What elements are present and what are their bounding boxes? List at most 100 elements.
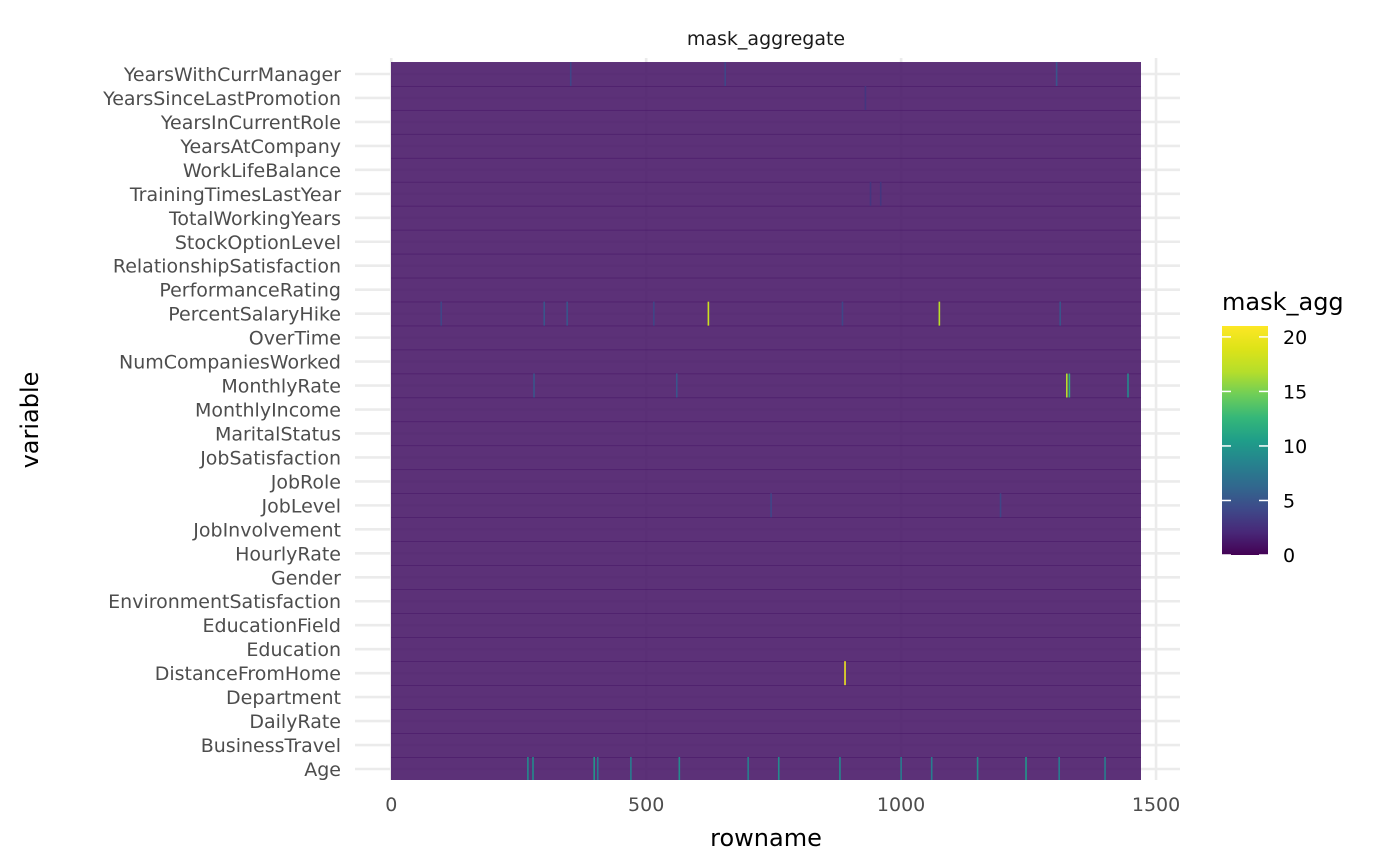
heatmap-row-25	[391, 157, 1141, 183]
heatmap-cell-33	[976, 757, 979, 780]
y-tick-label-17: NumCompaniesWorked	[119, 352, 341, 374]
heatmap-row-21	[391, 253, 1141, 279]
legend-colorbar	[1222, 326, 1268, 555]
heatmap-cell-22	[527, 757, 529, 780]
legend-label-4: 20	[1283, 327, 1307, 349]
y-tick-label-6: EducationField	[203, 615, 341, 637]
heatmap-cell-21	[844, 661, 846, 686]
heatmap-cell-10	[566, 301, 568, 326]
x-tick-label-1: 500	[628, 794, 664, 816]
y-tick-label-5: Education	[246, 639, 341, 661]
heatmap-row-10	[391, 517, 1141, 542]
y-tick-label-18: OverTime	[249, 328, 341, 350]
heatmap-cell-11	[653, 301, 655, 326]
heatmap-cell-19	[770, 493, 772, 518]
y-tick-label-28: YearsSinceLastPromotion	[102, 88, 341, 110]
legend: mask_agg 0 5 10 15 20	[1222, 288, 1344, 567]
heatmap-cell-13	[1059, 301, 1061, 326]
facet-title: mask_aggregate	[687, 28, 845, 50]
heatmap-row-1	[391, 733, 1141, 758]
heatmap-row-8	[391, 565, 1141, 590]
heatmap-row-5	[391, 637, 1141, 662]
heatmap-row-9	[391, 541, 1141, 566]
heatmap-row-13	[391, 445, 1141, 471]
heatmap-cell-5	[879, 181, 882, 206]
heatmap-tiles	[391, 62, 1141, 780]
y-tick-label-15: MonthlyIncome	[195, 400, 341, 422]
heatmap-cell-18	[675, 373, 678, 398]
y-tick-label-10: JobInvolvement	[192, 519, 341, 541]
heatmap-row-11	[391, 493, 1141, 518]
heatmap-cell-27	[678, 757, 681, 780]
y-tick-label-16: MonthlyRate	[221, 376, 341, 398]
y-tick-label-23: TotalWorkingYears	[168, 208, 341, 230]
y-tick-label-29: YearsWithCurrManager	[123, 64, 341, 86]
heatmap-row-16	[391, 373, 1141, 399]
y-tick-label-26: YearsAtCompany	[179, 136, 341, 158]
heatmap-row-27	[391, 109, 1141, 135]
heatmap-row-18	[391, 325, 1141, 351]
heatmap-cell-28	[747, 757, 749, 780]
y-tick-label-24: TrainingTimesLastYear	[129, 184, 341, 206]
heatmap-row-3	[391, 685, 1141, 710]
heatmap-cell-34	[1025, 757, 1027, 780]
y-tick-label-13: JobSatisfaction	[199, 447, 341, 469]
heatmap-row-7	[391, 589, 1141, 614]
heatmap-row-12	[391, 469, 1141, 494]
heatmap-row-6	[391, 613, 1141, 638]
heatmap-cell-30	[839, 757, 841, 780]
legend-label-1: 5	[1283, 490, 1295, 512]
heatmap-cell-24	[593, 757, 595, 780]
heatmap-cell-1	[724, 62, 727, 86]
heatmap-cell-32	[930, 757, 933, 780]
heatmap-cell-29	[777, 757, 780, 780]
y-tick-label-9: HourlyRate	[235, 543, 341, 565]
heatmap-row-23	[391, 205, 1141, 231]
y-axis-title: variable	[16, 372, 44, 469]
heatmap-row-0	[391, 757, 1141, 780]
y-tick-label-21: RelationshipSatisfaction	[113, 256, 341, 278]
y-tick-label-1: BusinessTravel	[201, 735, 341, 757]
heatmap-row-28	[391, 85, 1141, 111]
heatmap-row-22	[391, 229, 1141, 255]
legend-label-0: 0	[1283, 545, 1295, 567]
y-tick-label-19: PercentSalaryHike	[168, 304, 341, 326]
heatmap-cell-31	[900, 757, 902, 780]
y-tick-label-8: Gender	[271, 567, 341, 589]
x-tick-label-2: 1000	[877, 794, 925, 816]
heatmap-cell-0	[569, 62, 572, 86]
heatmap-cell-15	[1068, 373, 1071, 398]
heatmap-cell-36	[1104, 757, 1106, 780]
heatmap-cell-3	[864, 85, 867, 110]
x-tick-label-0: 0	[385, 794, 397, 816]
y-tick-label-12: JobRole	[270, 471, 341, 493]
y-tick-label-2: DailyRate	[249, 711, 341, 733]
heatmap-cell-7	[938, 301, 941, 326]
heatmap-row-14	[391, 421, 1141, 447]
heatmap-cell-12	[841, 301, 844, 326]
heatmap-cell-8	[440, 301, 443, 326]
y-tick-label-11: JobLevel	[261, 495, 341, 517]
y-tick-label-0: Age	[304, 759, 341, 781]
y-tick-label-7: EnvironmentSatisfaction	[108, 591, 341, 613]
heatmap-cell-4	[869, 181, 872, 206]
x-tick-labels: 0 500 1000 1500	[385, 794, 1180, 816]
y-tick-labels: AgeBusinessTravelDailyRateDepartmentDist…	[102, 64, 341, 781]
y-tick-label-27: YearsInCurrentRole	[160, 112, 341, 134]
legend-title: mask_agg	[1222, 288, 1344, 316]
heatmap-row-4	[391, 661, 1141, 686]
heatmap-cell-35	[1058, 757, 1060, 780]
heatmap-cell-26	[630, 757, 632, 780]
heatmap-row-24	[391, 181, 1141, 207]
x-axis-title: rowname	[710, 824, 822, 852]
heatmap-cell-14	[1066, 373, 1068, 398]
heatmap-cell-16	[1127, 373, 1129, 398]
y-tick-label-4: DistanceFromHome	[155, 663, 341, 685]
heatmap-row-20	[391, 277, 1141, 303]
heatmap-row-15	[391, 397, 1141, 423]
heatmap-row-26	[391, 133, 1141, 159]
y-tick-label-25: WorkLifeBalance	[183, 160, 341, 182]
heatmap-cell-9	[543, 301, 546, 326]
heatmap-row-17	[391, 349, 1141, 375]
